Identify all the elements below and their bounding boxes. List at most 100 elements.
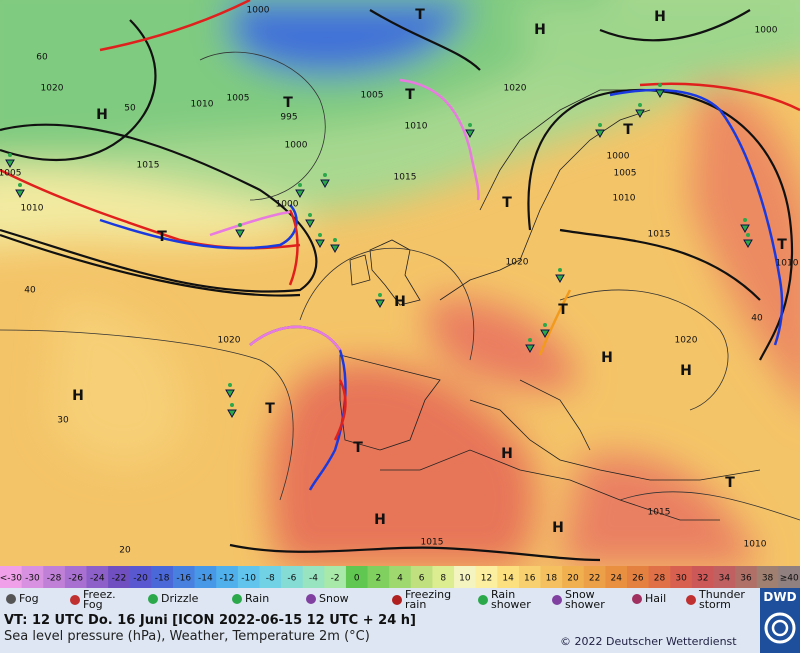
legend-label: rain: [405, 598, 427, 611]
scale-cell: [713, 566, 736, 588]
shower-triangle: [555, 274, 565, 284]
isobar-label: 1020: [218, 336, 241, 346]
shower-triangle: [315, 239, 325, 249]
scale-cell: [605, 566, 628, 588]
pressure-center: T: [725, 475, 735, 491]
pressure-center: H: [374, 512, 386, 528]
legend-label: Snow: [319, 592, 349, 605]
legend-item: Thunder storm: [686, 589, 745, 611]
pressure-center: T: [558, 302, 568, 318]
legend-icon: [306, 594, 316, 604]
weather-symbol: [540, 323, 550, 339]
shower-triangle: [743, 239, 753, 249]
scale-cell: [627, 566, 650, 588]
legend-item: Rain: [232, 593, 269, 604]
logo-icon: [764, 612, 796, 644]
copyright: © 2022 Deutscher Wetterdienst: [560, 635, 737, 648]
legend-icon: [686, 595, 696, 605]
legend-item: Drizzle: [148, 592, 199, 605]
scale-cell: [86, 566, 109, 588]
valid-time: VT: 12 UTC Do. 16 Juni [ICON 2022-06-15 …: [4, 613, 416, 628]
pressure-center: H: [601, 350, 613, 366]
isobar-label: 50: [124, 104, 136, 114]
shower-triangle: [655, 89, 665, 99]
shower-triangle: [225, 389, 235, 399]
scale-label: -22: [112, 574, 127, 584]
scale-label: 32: [697, 574, 708, 584]
weather-symbol: [235, 223, 245, 239]
scale-label: 12: [481, 574, 492, 584]
legend-label: Hail: [645, 592, 667, 605]
thin-isobars: [0, 51, 800, 521]
isobar-label: 1010: [21, 204, 44, 214]
pressure-center: H: [394, 294, 406, 310]
shower-triangle: [330, 244, 340, 254]
rain-dot: [598, 123, 602, 127]
shower-triangle: [465, 129, 475, 139]
legend-text: Thunder storm: [699, 589, 745, 611]
legend-label: shower: [565, 598, 605, 611]
scale-label: 4: [397, 574, 403, 584]
scale-cell: [410, 566, 433, 588]
scale-label: -30: [25, 574, 40, 584]
isobar-label: 1015: [648, 508, 671, 518]
coastlines: [339, 89, 761, 521]
pressure-center: H: [501, 446, 513, 462]
scale-label: -12: [220, 574, 235, 584]
scale-label: 14: [502, 574, 514, 584]
weather-symbol: [743, 233, 753, 249]
rain-dot: [323, 173, 327, 177]
rain-dot: [18, 183, 22, 187]
weather-symbol: [225, 383, 235, 399]
temperature-field: [0, 0, 800, 566]
pressure-center: T: [623, 122, 633, 138]
pressure-center: T: [415, 7, 425, 23]
scale-cell: [345, 566, 369, 588]
scale-cell: [0, 566, 23, 588]
legend-icon: [148, 594, 158, 604]
isobar-label: 1010: [776, 259, 799, 269]
scale-cell: [540, 566, 563, 588]
weather-symbol: [525, 338, 535, 354]
legend-item: Rain shower: [478, 589, 531, 610]
shower-triangle: [305, 219, 315, 229]
logo: DWD: [760, 588, 800, 653]
rain-dot: [318, 233, 322, 237]
scale-cell: [21, 566, 44, 588]
scale-label: 24: [610, 574, 622, 584]
legend-label: Drizzle: [161, 592, 199, 605]
legend-icon: [70, 595, 80, 605]
weather-symbol: [465, 123, 475, 139]
scale-cell: [432, 566, 455, 588]
scale-cell: [237, 566, 260, 588]
shower-triangle: [235, 229, 245, 239]
scale-label: 16: [524, 574, 536, 584]
pressure-center: T: [353, 440, 363, 456]
legend: Fog Freez. Fog Drizzle Rain Snow Freezing rain R…: [0, 588, 760, 612]
isobar-label: 1005: [614, 169, 637, 179]
pressure-center: T: [405, 87, 415, 103]
weather-symbol: [375, 293, 385, 309]
legend-label: storm: [699, 598, 731, 611]
isobar-label: 1005: [361, 91, 384, 101]
isobar-label: 1015: [394, 173, 417, 183]
scale-cell: [735, 566, 758, 588]
scale-label: 18: [546, 574, 558, 584]
footer: VT: 12 UTC Do. 16 Juni [ICON 2022-06-15 …: [0, 612, 760, 653]
weather-symbol: [555, 268, 565, 284]
weather-map: 1000 T H H 1000 1020 H 1010 1005 T 995 1000 1015 1005…: [0, 0, 800, 566]
scale-cell: [172, 566, 196, 588]
pressure-center: H: [72, 388, 84, 404]
legend-label: Snow: [565, 588, 595, 601]
legend-item: Freez. Fog: [70, 589, 116, 610]
legend-text: Freezing rain: [405, 589, 451, 611]
color-scale: <-30 -30 -28 -26 -24 -22 -20 -18 -16 -14 -12 -10 -8-…: [0, 566, 800, 588]
scale-label: -28: [47, 574, 62, 584]
rain-dot: [230, 403, 234, 407]
scale-label: -2: [331, 574, 340, 584]
scale-label: 10: [459, 574, 471, 584]
rain-dot: [658, 83, 662, 87]
isobar-label: 30: [57, 416, 69, 426]
scale-cell: [108, 566, 131, 588]
